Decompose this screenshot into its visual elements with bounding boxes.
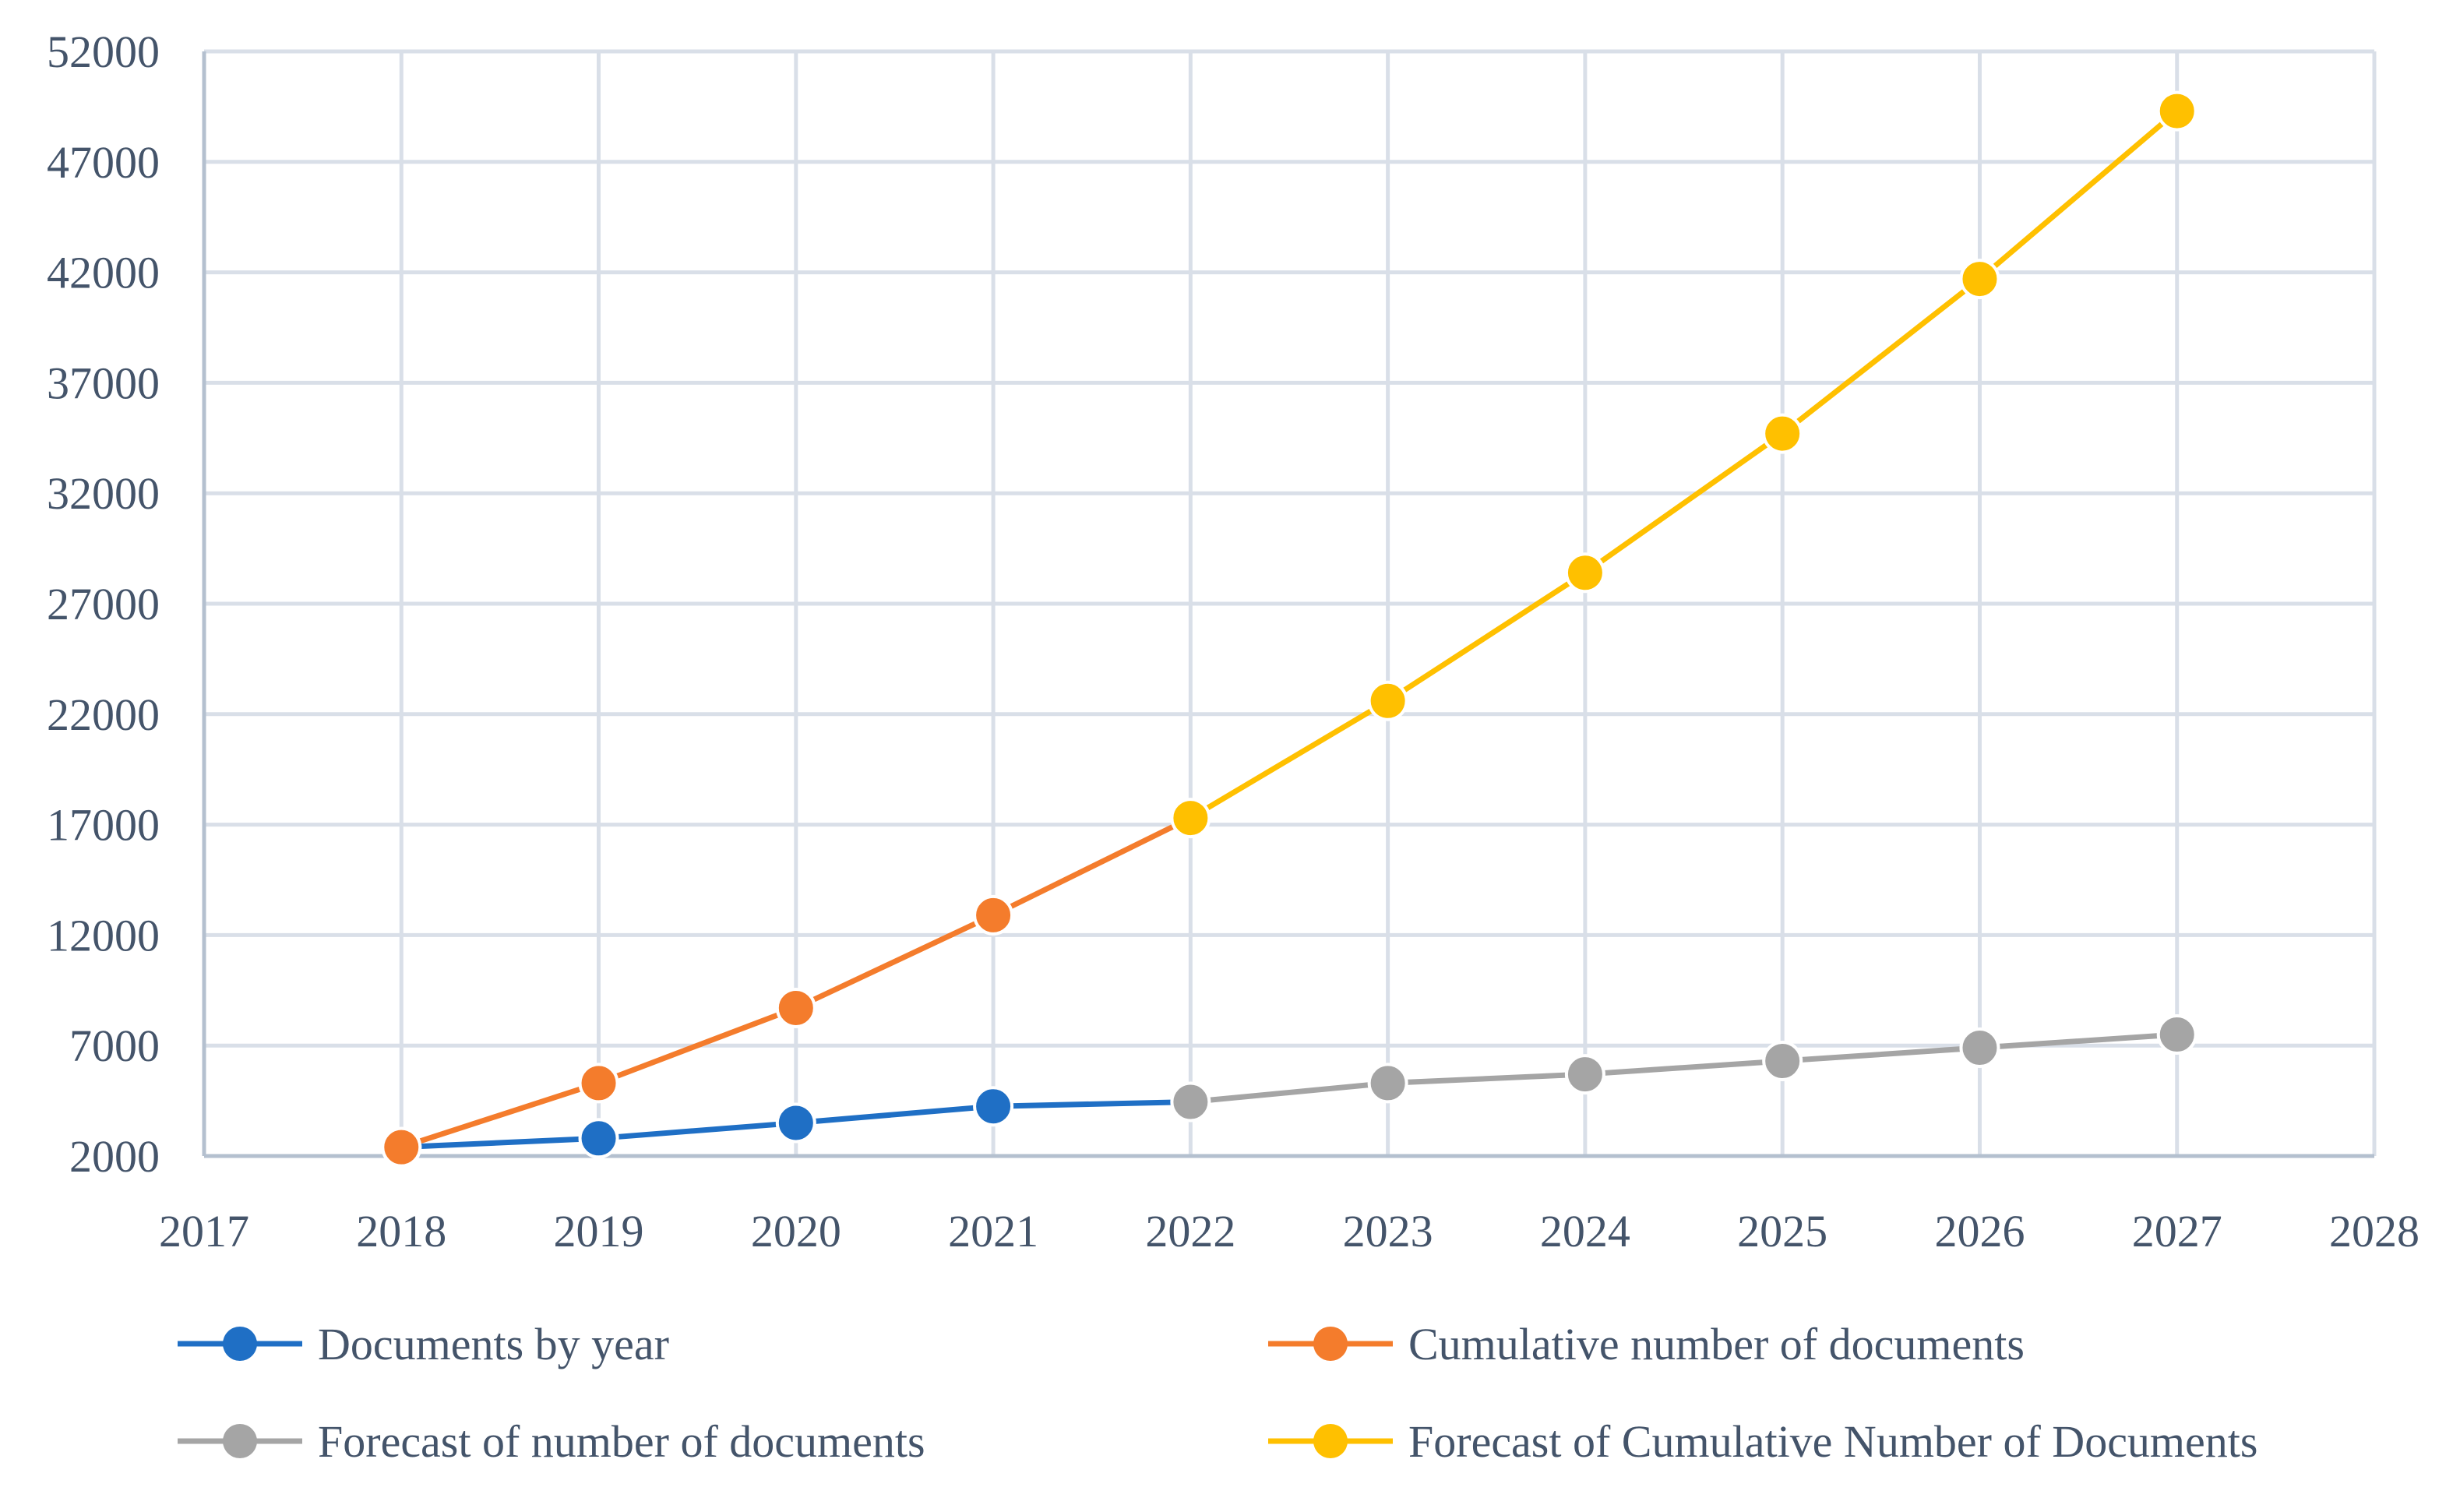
x-tick-label: 2020 [751,1206,841,1256]
series-3-point [2156,90,2197,132]
series-2-point [1170,1081,1211,1123]
x-tick-label: 2028 [2329,1206,2419,1256]
y-tick-label: 22000 [47,689,160,740]
y-tick-label: 27000 [47,579,160,629]
series-1-point [973,894,1014,936]
legend-label: Documents by year [318,1319,669,1369]
series-2-point [1959,1027,2000,1069]
x-tick-label: 2027 [2132,1206,2222,1256]
series-3-point [1367,680,1408,721]
series-2-point [1564,1054,1605,1095]
legend-label: Forecast of number of documents [318,1416,925,1467]
series-1-point [381,1126,422,1168]
series-line-3 [1187,108,2180,821]
legend-item: Documents by year [178,1319,669,1369]
y-tick-label: 37000 [47,358,160,408]
legend-label: Cumulative number of documents [1408,1319,2025,1369]
series-3-point [1959,259,2000,300]
series-3-point [1170,798,1211,839]
x-tick-label: 2019 [554,1206,644,1256]
y-tick-label: 12000 [47,910,160,960]
series-1-point [775,987,816,1028]
legend-marker-swatch [1313,1327,1348,1361]
x-tick-label: 2024 [1540,1206,1630,1256]
legend-marker-swatch [223,1424,257,1458]
x-tick-label: 2025 [1737,1206,1827,1256]
y-tick-label: 7000 [69,1020,160,1071]
legend-item: Cumulative number of documents [1268,1319,2025,1369]
legend-label: Forecast of Cumulative Number of Documen… [1408,1416,2257,1467]
x-tick-label: 2023 [1343,1206,1433,1256]
y-tick-label: 47000 [47,137,160,188]
series-2-point [1762,1041,1803,1082]
series-3-point [1762,413,1803,454]
y-tick-label: 32000 [47,468,160,519]
series-line-2 [1187,1031,2180,1105]
y-tick-label: 42000 [47,248,160,298]
series-2-point [1367,1063,1408,1104]
legend-marker-swatch [223,1327,257,1361]
series-1-point [578,1063,619,1104]
series-3-point [1564,552,1605,594]
series-0-point [775,1102,816,1144]
legend-marker-swatch [1313,1424,1348,1458]
legend-item: Forecast of Cumulative Number of Documen… [1268,1416,2257,1467]
series-0-point [578,1118,619,1159]
y-tick-label: 17000 [47,800,160,851]
x-tick-label: 2018 [356,1206,446,1256]
series-0-point [973,1086,1014,1127]
legend-item: Forecast of number of documents [178,1416,925,1467]
y-tick-label: 2000 [69,1131,160,1182]
x-tick-label: 2017 [159,1206,249,1256]
x-tick-label: 2026 [1934,1206,2025,1256]
y-tick-label: 52000 [47,26,160,77]
x-tick-label: 2021 [948,1206,1038,1256]
series-2-point [2156,1014,2197,1056]
x-tick-label: 2022 [1145,1206,1235,1256]
